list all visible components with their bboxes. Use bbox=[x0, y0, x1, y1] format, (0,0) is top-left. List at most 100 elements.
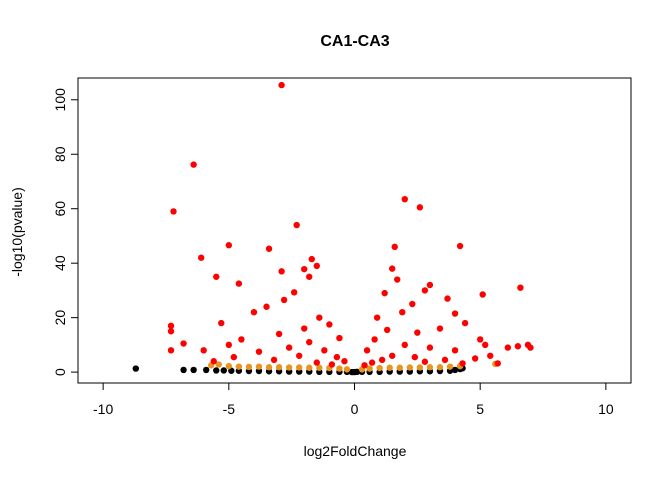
data-point bbox=[459, 360, 466, 367]
data-point bbox=[361, 362, 368, 369]
data-point bbox=[280, 296, 288, 304]
data-point bbox=[373, 314, 381, 321]
y-axis: 0 20 40 60 80 100 bbox=[52, 88, 79, 376]
data-point bbox=[313, 359, 320, 366]
data-point bbox=[343, 366, 351, 373]
data-point bbox=[180, 340, 187, 347]
data-point bbox=[235, 363, 243, 370]
data-point bbox=[416, 204, 424, 211]
data-point bbox=[389, 352, 396, 359]
data-point bbox=[235, 280, 243, 287]
data-point bbox=[200, 347, 207, 354]
data-point bbox=[301, 265, 308, 273]
data-point bbox=[306, 338, 313, 346]
data-point bbox=[456, 242, 464, 250]
data-point bbox=[225, 362, 233, 370]
data-point bbox=[313, 262, 320, 270]
data-point bbox=[401, 341, 408, 349]
data-point bbox=[436, 325, 444, 332]
data-point bbox=[451, 347, 459, 354]
y-axis-label: -log10(pvalue) bbox=[9, 187, 25, 277]
data-point bbox=[306, 273, 313, 280]
data-point bbox=[213, 367, 220, 374]
data-point bbox=[461, 319, 469, 327]
data-point bbox=[180, 366, 187, 374]
y-tick-label: 60 bbox=[52, 201, 68, 217]
x-tick-label: 10 bbox=[598, 401, 614, 417]
x-tick-label: 5 bbox=[476, 401, 484, 417]
data-point bbox=[301, 325, 308, 332]
data-point bbox=[504, 344, 512, 351]
y-tick-label: 100 bbox=[52, 88, 68, 112]
data-point bbox=[426, 281, 434, 289]
data-point bbox=[366, 365, 373, 372]
data-point bbox=[471, 355, 479, 362]
data-point bbox=[476, 336, 484, 343]
data-point bbox=[316, 314, 323, 321]
data-point bbox=[202, 366, 210, 374]
data-point bbox=[444, 295, 451, 302]
data-point bbox=[479, 291, 486, 298]
data-point bbox=[285, 344, 293, 351]
data-point bbox=[394, 276, 401, 283]
data-point bbox=[378, 356, 386, 364]
data-point bbox=[170, 208, 177, 215]
data-point bbox=[265, 245, 273, 252]
data-point bbox=[220, 367, 227, 374]
data-point bbox=[368, 359, 376, 366]
data-point bbox=[285, 364, 293, 371]
data-point bbox=[396, 364, 403, 371]
data-point bbox=[487, 352, 494, 359]
chart-title: CA1-CA3 bbox=[320, 33, 389, 50]
data-point bbox=[250, 308, 258, 316]
data-point bbox=[371, 336, 378, 343]
data-point bbox=[132, 365, 140, 372]
data-point bbox=[275, 364, 283, 371]
data-point bbox=[441, 356, 449, 364]
data-point bbox=[278, 81, 285, 89]
data-point bbox=[230, 353, 238, 361]
data-point bbox=[517, 284, 524, 291]
data-point bbox=[190, 366, 197, 374]
data-point bbox=[306, 364, 313, 371]
data-point bbox=[482, 341, 489, 349]
x-tick-label: 0 bbox=[351, 401, 359, 417]
data-point bbox=[278, 268, 285, 275]
plot-frame bbox=[77, 77, 632, 384]
data-point bbox=[308, 255, 315, 263]
y-tick-label: 40 bbox=[52, 255, 68, 271]
data-point bbox=[376, 364, 383, 372]
x-axis-label: log2FoldChange bbox=[304, 443, 407, 459]
data-point bbox=[494, 360, 501, 367]
data-point bbox=[326, 321, 333, 328]
data-point bbox=[210, 358, 217, 365]
data-point bbox=[270, 356, 278, 364]
data-point bbox=[383, 326, 391, 334]
data-point bbox=[213, 273, 220, 280]
data-point bbox=[336, 334, 343, 342]
y-tick-label: 0 bbox=[52, 368, 68, 376]
data-point bbox=[245, 363, 253, 371]
data-point bbox=[255, 348, 263, 355]
data-points bbox=[132, 81, 534, 376]
data-point bbox=[416, 364, 424, 371]
data-point bbox=[333, 353, 341, 361]
data-point bbox=[399, 308, 406, 316]
data-point bbox=[527, 344, 534, 351]
x-tick-label: -5 bbox=[223, 401, 236, 417]
data-point bbox=[225, 242, 233, 249]
data-point bbox=[353, 368, 361, 376]
data-point bbox=[167, 328, 175, 335]
data-point bbox=[321, 347, 328, 354]
data-point bbox=[218, 319, 225, 327]
data-point bbox=[167, 347, 175, 354]
y-tick-label: 80 bbox=[52, 146, 68, 162]
data-point bbox=[391, 243, 398, 251]
y-tick-label: 20 bbox=[52, 310, 68, 326]
data-point bbox=[421, 358, 429, 365]
data-point bbox=[406, 364, 413, 371]
data-point bbox=[421, 287, 429, 294]
data-point bbox=[446, 363, 454, 370]
data-point bbox=[328, 361, 336, 368]
